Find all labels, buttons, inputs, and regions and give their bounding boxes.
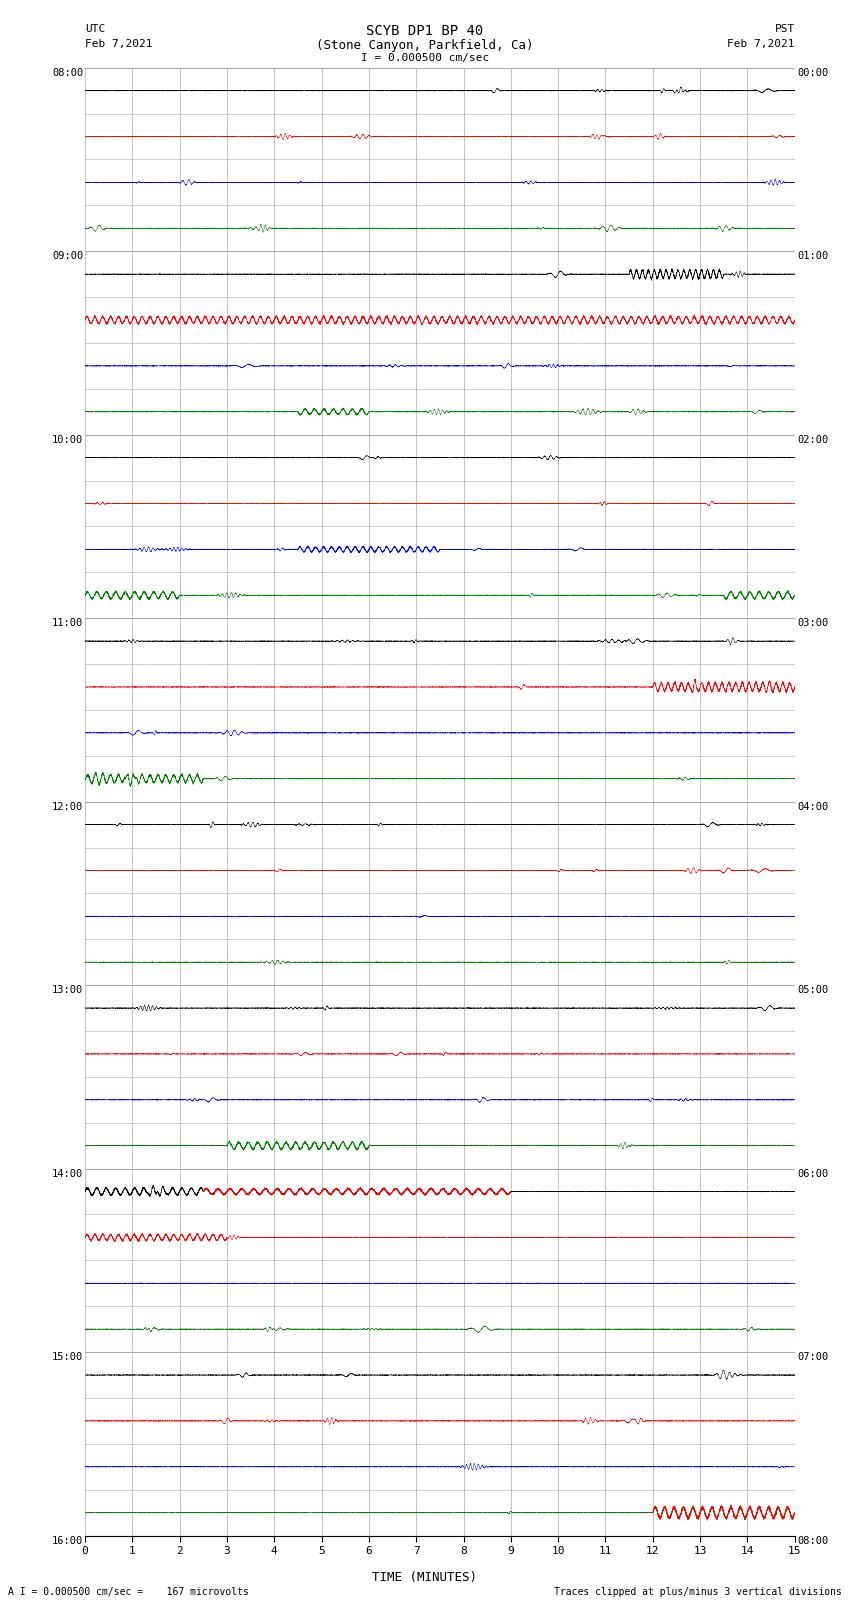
- Text: Feb 7,2021: Feb 7,2021: [85, 39, 152, 48]
- Text: 01:00: 01:00: [797, 252, 829, 261]
- Text: 15:00: 15:00: [52, 1352, 83, 1361]
- Text: 08:00: 08:00: [52, 68, 83, 77]
- Text: PST: PST: [774, 24, 795, 34]
- Text: 04:00: 04:00: [797, 802, 829, 811]
- Text: 07:00: 07:00: [797, 1352, 829, 1361]
- Text: Traces clipped at plus/minus 3 vertical divisions: Traces clipped at plus/minus 3 vertical …: [553, 1587, 842, 1597]
- Text: 13:00: 13:00: [52, 986, 83, 995]
- Text: 06:00: 06:00: [797, 1168, 829, 1179]
- Text: 14:00: 14:00: [52, 1168, 83, 1179]
- Text: 00:00: 00:00: [797, 68, 829, 77]
- Text: 03:00: 03:00: [797, 618, 829, 627]
- Text: SCYB DP1 BP 40: SCYB DP1 BP 40: [366, 24, 484, 39]
- Text: (Stone Canyon, Parkfield, Ca): (Stone Canyon, Parkfield, Ca): [316, 39, 534, 52]
- Text: 09:00: 09:00: [52, 252, 83, 261]
- Text: 10:00: 10:00: [52, 436, 83, 445]
- Text: 16:00: 16:00: [52, 1536, 83, 1545]
- Text: 08:00: 08:00: [797, 1536, 829, 1545]
- Text: TIME (MINUTES): TIME (MINUTES): [372, 1571, 478, 1584]
- Text: 12:00: 12:00: [52, 802, 83, 811]
- Text: A I = 0.000500 cm/sec =    167 microvolts: A I = 0.000500 cm/sec = 167 microvolts: [8, 1587, 249, 1597]
- Text: I = 0.000500 cm/sec: I = 0.000500 cm/sec: [361, 53, 489, 63]
- Text: 02:00: 02:00: [797, 436, 829, 445]
- Text: 11:00: 11:00: [52, 618, 83, 627]
- Text: 05:00: 05:00: [797, 986, 829, 995]
- Text: UTC: UTC: [85, 24, 105, 34]
- Text: Feb 7,2021: Feb 7,2021: [728, 39, 795, 48]
